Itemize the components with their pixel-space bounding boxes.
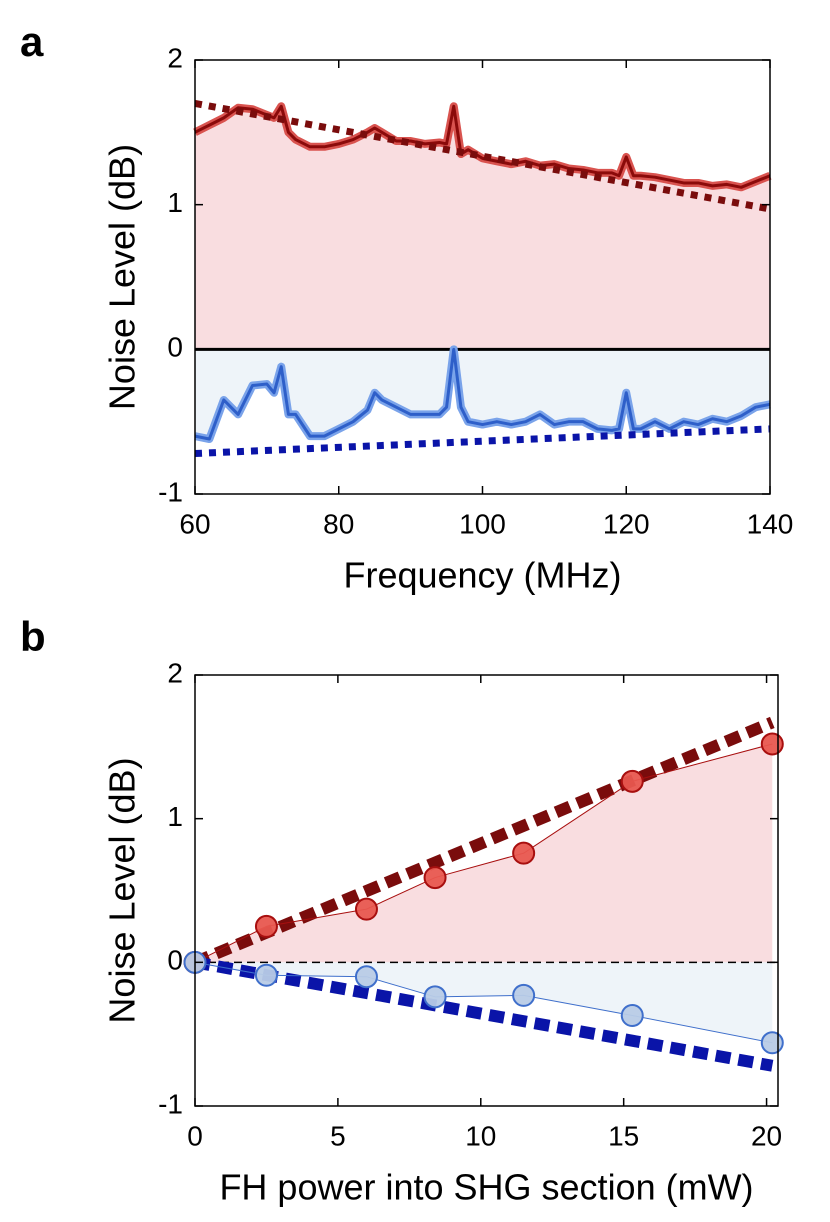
panel-label: b xyxy=(20,613,46,660)
marker xyxy=(760,732,784,756)
x-axis-label: FH power into SHG section (mW) xyxy=(219,1167,753,1208)
x-tick-label: 60 xyxy=(179,508,210,539)
x-tick-label: 80 xyxy=(323,508,354,539)
area xyxy=(195,962,773,1043)
panel-label: a xyxy=(20,18,44,65)
marker xyxy=(620,1003,644,1027)
y-axis-label: Noise Level (dB) xyxy=(102,144,143,410)
area xyxy=(195,349,770,440)
x-axis-label: Frequency (MHz) xyxy=(343,555,621,596)
x-tick-label: 5 xyxy=(330,1120,346,1151)
y-tick-label: 1 xyxy=(167,187,183,218)
marker xyxy=(354,897,378,921)
y-tick-label: -1 xyxy=(158,1088,183,1119)
line xyxy=(194,104,771,189)
plot-frame xyxy=(194,674,779,1107)
x-tick-label: 100 xyxy=(459,508,506,539)
y-tick-label: 1 xyxy=(167,801,183,832)
marker xyxy=(512,841,536,865)
x-tick-label: 120 xyxy=(603,508,650,539)
marker xyxy=(254,963,278,987)
x-tick-label: 140 xyxy=(747,508,794,539)
y-tick-label: 0 xyxy=(167,945,183,976)
y-tick-label: 2 xyxy=(167,657,183,688)
marker xyxy=(254,914,278,938)
x-tick-label: 0 xyxy=(187,1120,203,1151)
marker xyxy=(354,965,378,989)
area xyxy=(195,743,773,963)
marker xyxy=(760,1031,784,1055)
y-tick-label: -1 xyxy=(158,476,183,507)
y-tick-label: 2 xyxy=(167,42,183,73)
fit-line xyxy=(193,956,774,1072)
marker xyxy=(423,866,447,890)
line xyxy=(194,347,771,441)
x-tick-label: 20 xyxy=(751,1120,782,1151)
x-tick-label: 15 xyxy=(608,1120,639,1151)
fit-line xyxy=(194,425,771,457)
marker xyxy=(512,983,536,1007)
marker xyxy=(620,769,644,793)
area xyxy=(195,106,770,350)
y-axis-label: Noise Level (dB) xyxy=(102,757,143,1023)
panel: a 60 80 100 120 140 -1 0 1 2 Frequency (MHz) Noise … xyxy=(20,18,793,595)
y-tick-label: 0 xyxy=(167,332,183,363)
x-tick-label: 10 xyxy=(465,1120,496,1151)
marker xyxy=(423,985,447,1009)
